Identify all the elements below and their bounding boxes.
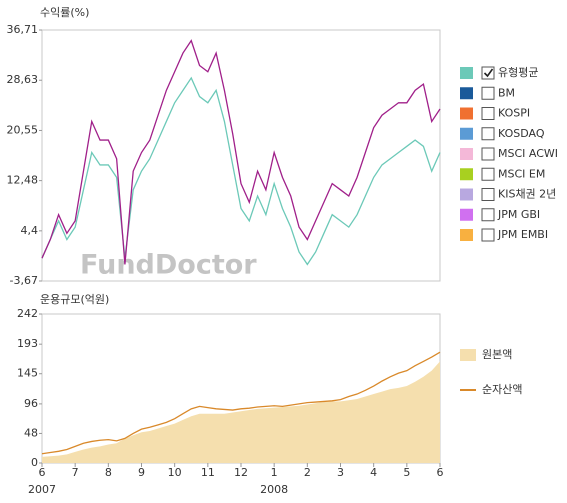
y-tick-label: 193 — [17, 337, 38, 350]
x-tick-label: 5 — [403, 466, 410, 479]
legend-checkbox[interactable] — [481, 86, 495, 100]
legend-swatch — [460, 168, 473, 181]
y-tick-label: 36,71 — [7, 23, 39, 36]
x-tick-label: 10 — [168, 466, 182, 479]
chart-title: 운용규모(억원) — [40, 293, 109, 306]
legend-label: MSCI EM — [498, 167, 545, 180]
legend-swatch — [460, 67, 473, 79]
legend-swatch — [460, 127, 473, 140]
legend-label: MSCI ACWI — [498, 147, 558, 160]
x-tick-label: 11 — [201, 466, 215, 479]
legend-label: BM — [498, 86, 515, 99]
legend-checkbox[interactable] — [481, 228, 495, 242]
y-tick-label: 20,55 — [7, 123, 39, 136]
legend-label: KOSPI — [498, 107, 530, 120]
legend-label: KOSDAQ — [498, 127, 545, 140]
x-tick-label: 4 — [370, 466, 377, 479]
line — [41, 76, 441, 266]
legend-swatch — [460, 229, 473, 241]
legend-checkbox[interactable] — [481, 208, 495, 222]
legend-label: 유형평균 — [498, 66, 538, 79]
area — [42, 361, 440, 463]
y-tick-label: 48 — [24, 426, 38, 439]
x-tick-label: 7 — [72, 466, 79, 479]
y-tick-label: 145 — [17, 367, 38, 380]
x-tick-label: 6 — [39, 466, 46, 479]
x-tick-label: 3 — [337, 466, 344, 479]
line — [41, 39, 441, 265]
y-tick-label: 28,63 — [7, 73, 39, 86]
legend-label: KIS채권 2년 — [498, 188, 556, 201]
legend-checkbox[interactable] — [481, 188, 495, 201]
legend-swatch — [460, 208, 473, 221]
x-tick-label: 8 — [105, 466, 112, 479]
legend-label: 원본액 — [482, 348, 512, 361]
plot-frame — [41, 29, 441, 282]
y-tick-label: 4,4 — [21, 224, 39, 237]
y-tick-label: 12,48 — [7, 174, 39, 187]
watermark: FundDoctor — [80, 250, 257, 281]
x-tick-label: 6 — [437, 466, 444, 479]
y-tick-label: 0 — [31, 456, 38, 469]
chart-title: 수익률(%) — [40, 6, 89, 19]
legend-label: JPM EMBI — [497, 228, 548, 241]
legend-swatch — [460, 87, 473, 100]
year-label: 2007 — [28, 483, 56, 496]
x-tick-label: 1 — [271, 466, 278, 479]
x-tick-label: 12 — [234, 466, 248, 479]
legend-label: 순자산액 — [482, 383, 522, 396]
legend-check — [483, 68, 494, 78]
legend-checkbox[interactable] — [481, 147, 495, 161]
x-tick-label: 9 — [138, 466, 145, 479]
legend-swatch — [460, 107, 473, 120]
x-tick-label: 2 — [304, 466, 311, 479]
y-tick-label: -3,67 — [10, 274, 38, 287]
year-label: 2008 — [260, 483, 288, 496]
y-tick-label: 242 — [17, 307, 38, 320]
legend-swatch — [460, 349, 476, 361]
legend-checkbox[interactable] — [481, 127, 495, 141]
legend-swatch — [460, 148, 473, 160]
y-tick-label: 96 — [24, 397, 38, 410]
legend-checkbox[interactable] — [481, 167, 495, 181]
line — [41, 351, 441, 455]
legend-swatch — [460, 188, 473, 201]
legend-label: JPM GBI — [497, 208, 540, 221]
legend-checkbox[interactable] — [481, 107, 495, 120]
